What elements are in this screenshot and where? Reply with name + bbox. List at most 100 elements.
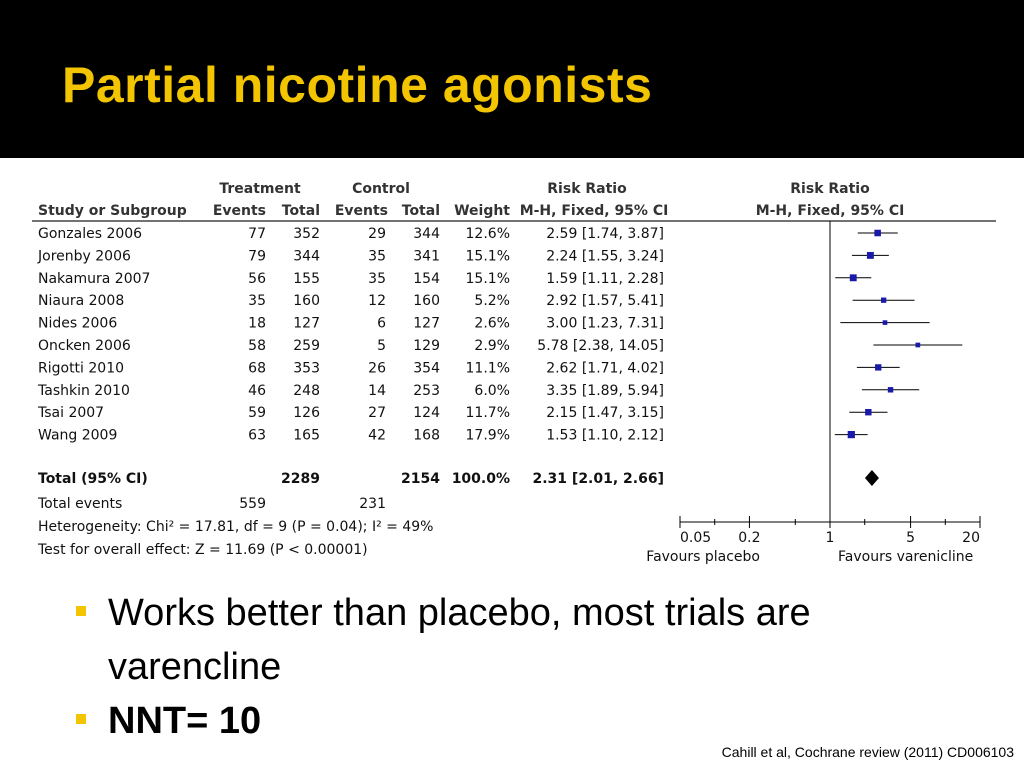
control-events: 12 xyxy=(368,293,386,309)
weight-value: 2.9% xyxy=(474,338,510,354)
weight-value: 15.1% xyxy=(466,271,510,287)
table-row: Jorenby 2006 79 344 35 341 15.1% 2.24 [1.55, 3… xyxy=(37,248,664,264)
bullet-item: Works better than placebo, most trials a… xyxy=(70,586,970,694)
study-name: Tsai 2007 xyxy=(37,405,104,421)
effect-marker xyxy=(881,297,887,303)
total-events-label: Total events xyxy=(37,496,122,512)
total-events-control: 231 xyxy=(359,496,386,512)
control-events: 42 xyxy=(368,428,386,444)
treatment-events: 58 xyxy=(248,338,266,354)
control-total: 129 xyxy=(413,338,440,354)
effect-marker xyxy=(849,274,857,282)
control-events: 26 xyxy=(368,360,386,376)
total-treatment-total: 2289 xyxy=(281,471,320,487)
treatment-events: 68 xyxy=(248,360,266,376)
bullet-square-icon xyxy=(76,714,86,724)
control-total: 344 xyxy=(413,226,440,242)
effect-marker xyxy=(915,342,921,348)
control-total: 341 xyxy=(413,248,440,264)
risk-ratio-ci: 2.59 [1.74, 3.87] xyxy=(546,226,664,242)
control-events: 29 xyxy=(368,226,386,242)
header-treatment-total: Total xyxy=(282,203,320,219)
study-name: Jorenby 2006 xyxy=(37,248,131,264)
weight-value: 15.1% xyxy=(466,248,510,264)
treatment-total: 127 xyxy=(293,316,320,332)
treatment-total: 155 xyxy=(293,271,320,287)
control-events: 35 xyxy=(368,271,386,287)
bullet-text: NNT= 10 xyxy=(108,700,262,742)
study-name: Tashkin 2010 xyxy=(37,383,130,399)
control-total: 154 xyxy=(413,271,440,287)
treatment-total: 344 xyxy=(293,248,320,264)
weight-value: 5.2% xyxy=(474,293,510,309)
study-name: Oncken 2006 xyxy=(38,338,131,354)
header-study: Study or Subgroup xyxy=(38,203,187,219)
treatment-events: 63 xyxy=(248,428,266,444)
table-row: Gonzales 2006 77 352 29 344 12.6% 2.59 [1.74, … xyxy=(38,226,664,242)
control-events: 6 xyxy=(377,316,386,332)
header-plot-method: M-H, Fixed, 95% CI xyxy=(756,203,905,219)
bullet-item: NNT= 10 xyxy=(70,694,970,748)
control-total: 168 xyxy=(413,428,440,444)
header-control-total: Total xyxy=(402,203,440,219)
header-plot-risk-ratio: Risk Ratio xyxy=(790,181,870,197)
treatment-events: 59 xyxy=(248,405,266,421)
control-total: 160 xyxy=(413,293,440,309)
control-events: 35 xyxy=(368,248,386,264)
bullet-list: Works better than placebo, most trials a… xyxy=(70,586,970,748)
header-weight: Weight xyxy=(454,203,510,219)
weight-value: 11.7% xyxy=(466,405,510,421)
treatment-events: 79 xyxy=(248,248,266,264)
study-name: Niaura 2008 xyxy=(38,293,124,309)
header-control: Control xyxy=(352,181,410,197)
treatment-events: 46 xyxy=(248,383,266,399)
weight-value: 17.9% xyxy=(466,428,510,444)
control-events: 27 xyxy=(368,405,386,421)
overall-effect-text: Test for overall effect: Z = 11.69 (P < … xyxy=(37,542,368,558)
effect-marker xyxy=(875,364,882,371)
treatment-total: 160 xyxy=(293,293,320,309)
total-events-treatment: 559 xyxy=(239,496,266,512)
treatment-total: 248 xyxy=(293,383,320,399)
effect-marker xyxy=(847,430,855,439)
table-row: Tsai 2007 59 126 27 124 11.7% 2.15 [1.47, 3.15… xyxy=(37,405,664,421)
treatment-total: 352 xyxy=(293,226,320,242)
table-row: Niaura 2008 35 160 12 160 5.2% 2.92 [1.57, 5.4… xyxy=(38,293,664,309)
treatment-events: 18 xyxy=(248,316,266,332)
x-axis-tick-label: 1 xyxy=(826,530,835,546)
favours-left-label: Favours placebo xyxy=(646,549,760,565)
header-risk-ratio: Risk Ratio xyxy=(547,181,627,197)
bullet-text: Works better than placebo, most trials a… xyxy=(108,592,811,688)
weight-value: 2.6% xyxy=(474,316,510,332)
treatment-events: 77 xyxy=(248,226,266,242)
control-total: 124 xyxy=(413,405,440,421)
risk-ratio-ci: 2.62 [1.71, 4.02] xyxy=(546,360,664,376)
forest-plot-area: 0.05 0.2 1 5 20 xyxy=(679,221,981,546)
treatment-events: 35 xyxy=(248,293,266,309)
header-method: M-H, Fixed, 95% CI xyxy=(520,203,669,219)
control-total: 253 xyxy=(413,383,440,399)
study-name: Nakamura 2007 xyxy=(38,271,150,287)
forest-plot: Treatment Control Risk Ratio Risk Ratio … xyxy=(32,181,996,565)
table-row: Nides 2006 18 127 6 127 2.6% 3.00 [1.23, 7.31] xyxy=(38,316,664,332)
total-ci: 2.31 [2.01, 2.66] xyxy=(533,471,665,487)
total-weight: 100.0% xyxy=(452,471,510,487)
control-events: 5 xyxy=(377,338,386,354)
table-row: Nakamura 2007 56 155 35 154 15.1% 1.59 [1.11, … xyxy=(38,271,664,287)
heterogeneity-text: Heterogeneity: Chi² = 17.81, df = 9 (P =… xyxy=(38,519,433,535)
table-row: Rigotti 2010 68 353 26 354 11.1% 2.62 [1.71, 4… xyxy=(38,360,664,376)
weight-value: 12.6% xyxy=(466,226,510,242)
effect-marker xyxy=(865,408,872,416)
table-row: Wang 2009 63 165 42 168 17.9% 1.53 [1.10, 2.12… xyxy=(38,428,664,444)
weight-value: 6.0% xyxy=(474,383,510,399)
effect-marker xyxy=(887,387,894,393)
total-label: Total (95% CI) xyxy=(38,471,148,487)
treatment-events: 56 xyxy=(248,271,266,287)
treatment-total: 259 xyxy=(293,338,320,354)
risk-ratio-ci: 2.24 [1.55, 3.24] xyxy=(546,248,664,264)
total-control-total: 2154 xyxy=(401,471,440,487)
x-axis-tick-label: 0.05 xyxy=(680,530,711,546)
study-rows: Gonzales 2006 77 352 29 344 12.6% 2.59 [1.74, … xyxy=(37,226,664,444)
risk-ratio-ci: 1.53 [1.10, 2.12] xyxy=(546,428,664,444)
risk-ratio-ci: 3.00 [1.23, 7.31] xyxy=(546,316,664,332)
